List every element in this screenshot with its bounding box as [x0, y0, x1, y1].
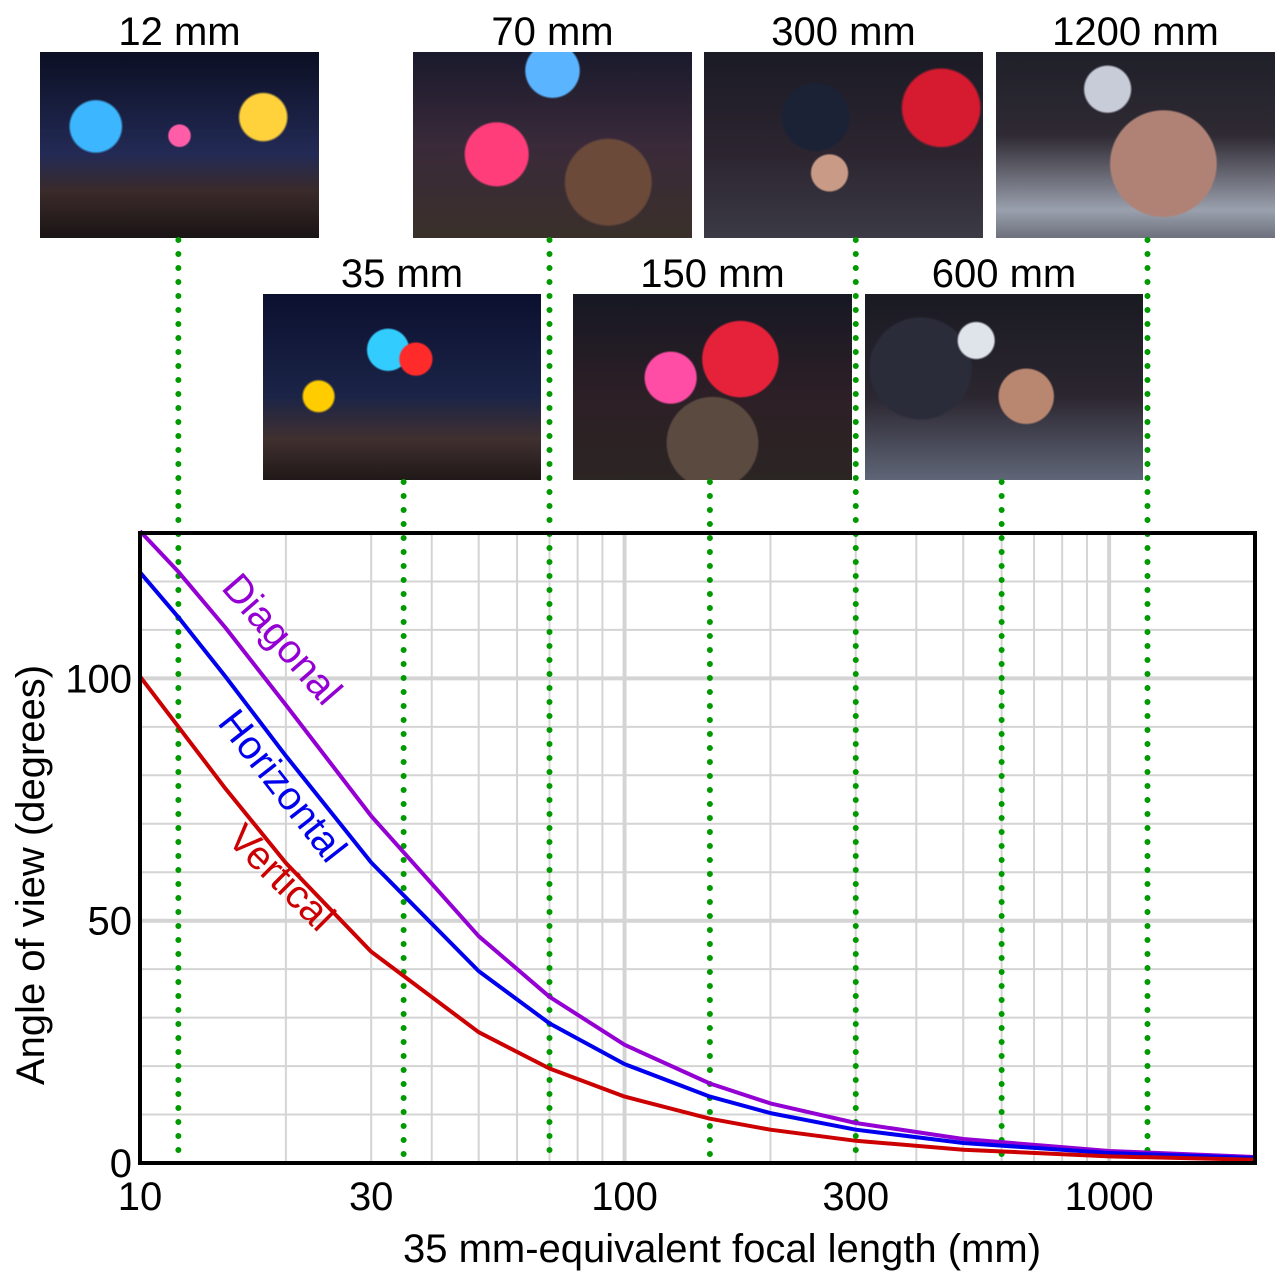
thumbnail-label: 300 mm	[771, 10, 916, 54]
thumbnail-photo	[413, 52, 692, 238]
x-tick-label: 30	[349, 1175, 394, 1219]
x-tick-label: 1000	[1065, 1175, 1154, 1219]
plot-frame	[138, 531, 1257, 1165]
thumbnail-photo	[996, 52, 1275, 238]
reference-lines	[175, 237, 1151, 1166]
series-line-diagonal	[138, 529, 1256, 1159]
thumbnail-600mm: 600 mm	[865, 252, 1143, 480]
thumbnail-label: 70 mm	[491, 10, 614, 54]
thumbnail-12mm: 12 mm	[40, 10, 319, 238]
series-line-horizontal	[138, 571, 1256, 1160]
tick-labels: 10 30 100 300 1000 0 50 100	[65, 657, 1153, 1219]
y-tick-label: 50	[88, 900, 133, 944]
thumbnail-1200mm: 1200 mm	[996, 10, 1275, 238]
y-tick-label: 100	[65, 657, 132, 701]
thumbnail-photo	[865, 294, 1143, 480]
y-axis-label: Angle of view (degrees)	[9, 665, 53, 1085]
thumbnail-photo	[40, 52, 319, 238]
series-lines	[138, 529, 1256, 1162]
thumbnail-label: 600 mm	[931, 252, 1077, 296]
thumbnail-photo	[573, 294, 852, 480]
y-tick-label: 0	[110, 1142, 132, 1186]
x-axis-label: 35 mm-equivalent focal length (mm)	[403, 1227, 1041, 1271]
x-tick-label: 100	[591, 1175, 658, 1219]
thumbnail-35mm: 35 mm	[263, 252, 541, 480]
thumbnail-label: 150 mm	[640, 252, 785, 296]
x-tick-label: 10	[118, 1175, 163, 1219]
thumbnail-photo	[263, 294, 541, 480]
thumbnail-150mm: 150 mm	[573, 252, 852, 480]
series-line-vertical	[138, 675, 1256, 1162]
thumbnail-label: 35 mm	[340, 252, 464, 296]
thumbnail-label: 1200 mm	[1052, 10, 1219, 54]
x-tick-label: 300	[822, 1175, 889, 1219]
grid	[138, 533, 1256, 1163]
thumbnail-label: 12 mm	[118, 10, 241, 54]
thumbnail-70mm: 70 mm	[413, 10, 692, 238]
thumbnail-300mm: 300 mm	[704, 10, 983, 238]
thumbnail-photo	[704, 52, 983, 238]
